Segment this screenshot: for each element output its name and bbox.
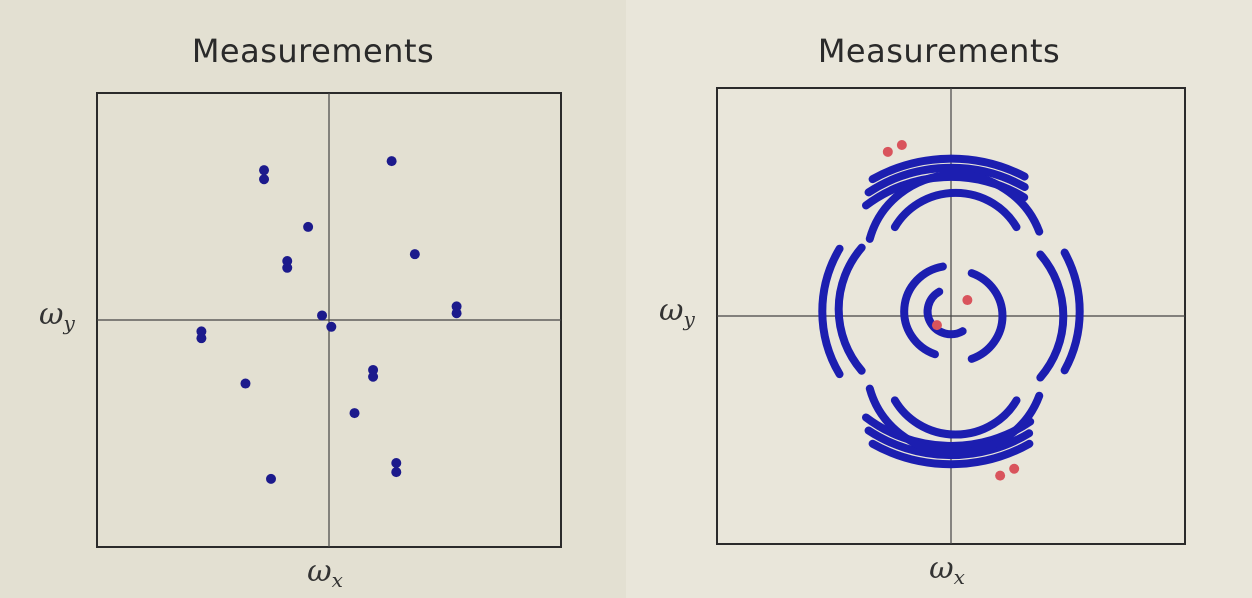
left-data-point-14	[368, 371, 379, 382]
left-chart-title: Measurements	[191, 32, 435, 70]
left-y-axis-symbol: ω	[39, 297, 63, 332]
left-data-point-10	[196, 333, 207, 344]
right-arc-11	[890, 396, 1021, 439]
right-arc-16	[923, 287, 967, 339]
left-data-point-15	[240, 378, 251, 389]
left-data-point-12	[326, 321, 337, 332]
right-red-point-0	[882, 146, 893, 157]
right-x-axis-label: ωx	[929, 551, 965, 589]
left-data-point-5	[282, 262, 293, 273]
right-arc-12	[834, 243, 866, 375]
left-y-axis-label: ωy	[39, 297, 75, 335]
right-arc-7	[1060, 248, 1084, 375]
right-arc-13	[1036, 250, 1068, 382]
right-red-point-2	[995, 470, 1006, 481]
left-x-axis-subscript: x	[332, 568, 343, 592]
right-arc-3	[868, 439, 1034, 469]
right-red-point-5	[931, 320, 942, 331]
right-y-axis-label: ωy	[659, 293, 695, 331]
left-panel: Measurements ωx ωy	[39, 32, 562, 592]
left-x-axis-label: ωx	[307, 554, 343, 592]
right-x-axis-subscript: x	[954, 565, 965, 589]
right-x-axis-symbol: ω	[929, 551, 953, 586]
right-y-axis-symbol: ω	[659, 293, 683, 328]
left-data-point-11	[317, 310, 328, 321]
left-x-axis-symbol: ω	[307, 554, 331, 589]
left-data-point-2	[386, 156, 397, 167]
right-arc-14	[900, 262, 947, 359]
right-y-axis-subscript: y	[682, 307, 695, 331]
right-arc-1	[864, 163, 1029, 197]
right-red-point-1	[896, 140, 907, 150]
left-y-axis-subscript: y	[62, 311, 75, 335]
right-arc-9	[890, 188, 1021, 232]
right-red-point-3	[1009, 463, 1020, 474]
right-red-point-4	[962, 295, 973, 306]
right-chart-title: Measurements	[817, 32, 1061, 70]
left-data-point-18	[391, 467, 402, 478]
right-panel: Measurements ωx ωy	[626, 0, 1252, 598]
right-arc-15	[967, 269, 1007, 363]
left-data-point-6	[409, 249, 420, 260]
left-data-point-3	[303, 221, 314, 232]
left-data-point-0	[259, 165, 270, 176]
right-arc-0	[868, 154, 1029, 184]
right-arc-6	[818, 244, 844, 379]
left-data-point-16	[349, 408, 360, 419]
left-data-point-1	[259, 174, 270, 185]
left-data-point-19	[266, 473, 276, 484]
right-arc-8	[865, 170, 1044, 243]
left-data-point-8	[451, 308, 462, 319]
left-data-point-17	[391, 458, 402, 469]
right-arc-10	[865, 384, 1044, 457]
